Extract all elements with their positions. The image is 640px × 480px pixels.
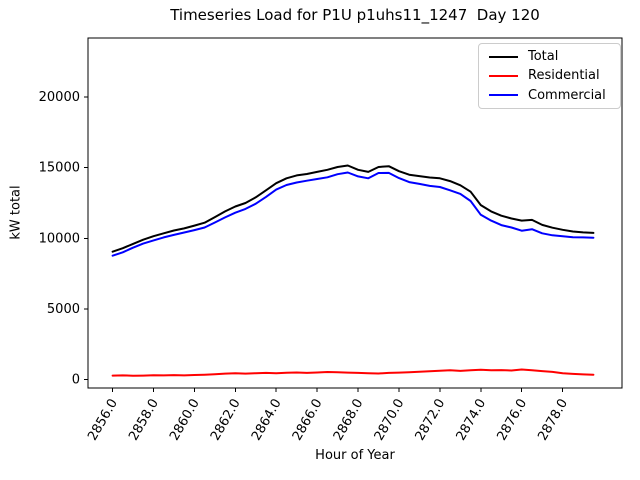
legend-line-residential-icon (489, 74, 518, 77)
x-tick-label: 2872.0 (413, 397, 449, 444)
legend-entry-residential: Residential (489, 69, 614, 82)
x-tick-label: 2864.0 (249, 397, 285, 444)
legend-label: Total (528, 49, 559, 65)
y-tick-label: 15000 (39, 161, 80, 176)
y-tick-label: 10000 (39, 231, 80, 246)
legend-line-commercial-icon (489, 94, 518, 97)
x-tick-label: 2868.0 (331, 397, 367, 444)
x-tick-label: 2862.0 (208, 397, 244, 444)
x-tick-label: 2858.0 (126, 397, 162, 444)
x-tick-label: 2866.0 (290, 397, 326, 444)
legend-entry-total: Total (489, 50, 614, 63)
legend-label: Residential (528, 68, 600, 84)
legend-label: Commercial (528, 87, 606, 103)
series-line-residential (111, 368, 595, 377)
legend-line-total-icon (489, 55, 518, 58)
x-tick-label: 2870.0 (372, 397, 408, 444)
y-tick-label: 5000 (47, 302, 80, 317)
plot-frame (87, 37, 623, 389)
chart-title: Timeseries Load for P1U p1uhs11_1247 Day… (170, 6, 540, 24)
x-tick-label: 2874.0 (454, 397, 490, 444)
x-axis-label: Hour of Year (315, 448, 395, 463)
legend: Total Residential Commercial (478, 43, 621, 109)
x-tick-label: 2878.0 (535, 397, 571, 444)
legend-entry-commercial: Commercial (489, 89, 614, 102)
x-tick-label: 2860.0 (167, 397, 203, 444)
x-tick-label: 2856.0 (85, 397, 121, 444)
series-line-total (111, 164, 595, 253)
y-tick-label: 20000 (39, 90, 80, 105)
series-line-commercial (111, 171, 595, 257)
y-tick-label: 0 (72, 373, 80, 388)
x-tick-label: 2876.0 (494, 397, 530, 444)
